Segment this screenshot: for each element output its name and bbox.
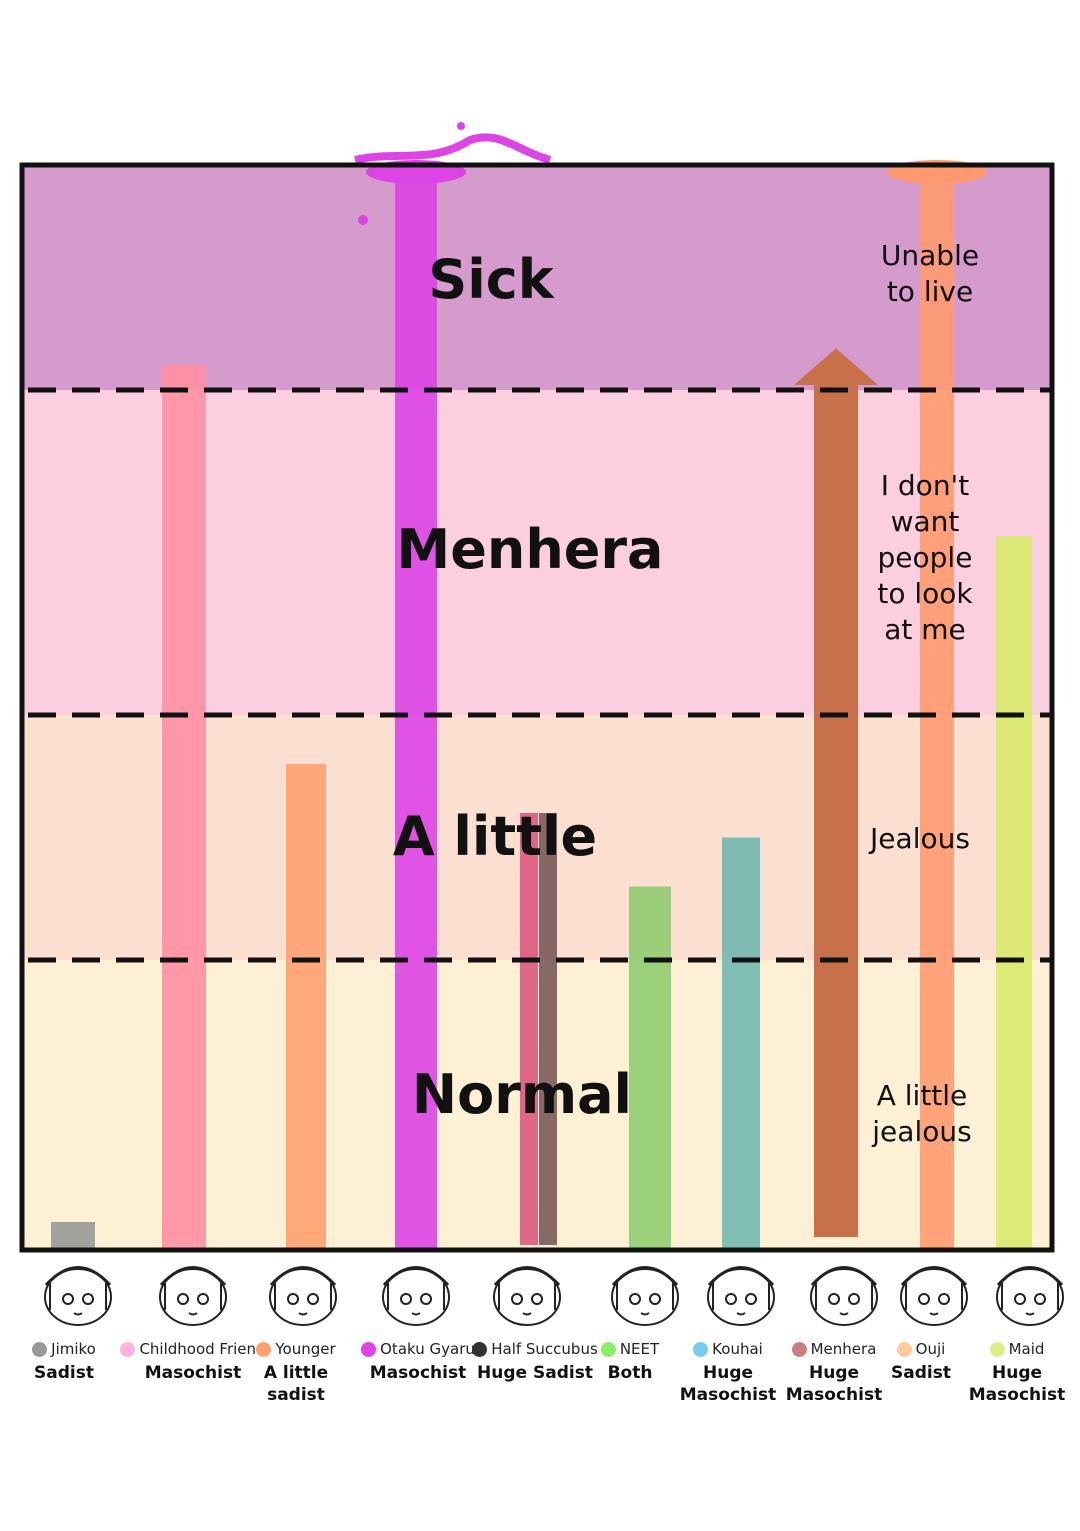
legend-dot-icon — [600, 1341, 616, 1357]
band-sick — [22, 165, 1052, 390]
character-face-6 — [701, 1255, 781, 1330]
character-face-8 — [894, 1255, 974, 1330]
legend-name: Otaku Gyaru — [358, 1340, 478, 1358]
legend-item-4: Half Succubus Huge Sadist — [472, 1340, 598, 1384]
bar-1 — [162, 365, 206, 1248]
legend-item-5: NEET Both — [570, 1340, 690, 1384]
character-face-9 — [990, 1255, 1070, 1330]
legend-item-8: Ouji Sadist — [861, 1340, 981, 1384]
legend-dot-icon — [32, 1341, 48, 1357]
legend-type: A little sadist — [263, 1363, 329, 1405]
legend-name-text: Maid — [1008, 1340, 1045, 1358]
legend-name-text: Ouji — [915, 1340, 946, 1358]
legend-name: NEET — [570, 1340, 690, 1358]
character-faces — [0, 1255, 1080, 1335]
legend-type: Huge Masochist — [785, 1363, 883, 1405]
chart-frame — [19, 162, 1055, 1253]
side-label-a_little: Jealous — [868, 822, 970, 855]
bar-0 — [51, 1222, 95, 1250]
legend-name: Childhood Friend — [120, 1340, 266, 1358]
legend-type: Both — [607, 1363, 653, 1383]
bar-7-arrowhead — [794, 348, 878, 385]
character-bars — [51, 122, 1032, 1250]
legend-dot-icon — [361, 1341, 377, 1357]
bar-9 — [996, 536, 1032, 1248]
side-label-normal: A little jealous — [871, 1079, 971, 1148]
legend-name: Menhera — [774, 1340, 894, 1358]
side-label-sick: Unable to live — [881, 239, 979, 308]
legend-dot-icon — [472, 1341, 488, 1357]
character-face-4 — [487, 1255, 567, 1330]
legend-item-3: Otaku Gyaru Masochist — [358, 1340, 478, 1384]
legend-dot-icon — [120, 1341, 136, 1357]
bar-3 — [395, 165, 437, 1248]
legend-name: Kouhai — [668, 1340, 788, 1358]
legend-type: Sadist — [891, 1363, 951, 1383]
bar-2 — [286, 764, 326, 1248]
bar-4-b — [539, 813, 557, 1245]
legend-type: Masochist — [369, 1363, 467, 1383]
legend-type: Sadist — [34, 1363, 94, 1383]
legend-name: Jimiko — [4, 1340, 124, 1358]
legend-name-text: Half Succubus — [491, 1340, 598, 1358]
splash-drop — [457, 122, 465, 130]
character-face-2 — [263, 1255, 343, 1330]
level-label-a_little: A little — [393, 805, 597, 868]
legend-type: Masochist — [144, 1363, 242, 1383]
side-label-menhera: I don't want people to look at me — [877, 469, 973, 646]
character-face-1 — [153, 1255, 233, 1330]
legend-type: Huge Sadist — [477, 1363, 593, 1383]
legend-name: Younger — [236, 1340, 356, 1358]
legend-item-9: Maid Huge Masochist — [957, 1340, 1077, 1406]
legend-dot-icon — [896, 1341, 912, 1357]
character-face-5 — [605, 1255, 685, 1330]
level-label-normal: Normal — [412, 1063, 632, 1126]
level-label-sick: Sick — [428, 248, 554, 311]
legend-name: Half Succubus — [472, 1340, 598, 1358]
legend: Jimiko Sadist Childhood Friend Masochist You… — [0, 1340, 1080, 1440]
legend-name-text: Menhera — [810, 1340, 877, 1358]
level-label-menhera: Menhera — [397, 518, 664, 581]
bar-4 — [520, 813, 538, 1245]
legend-item-2: Younger A little sadist — [236, 1340, 356, 1406]
legend-name-text: Otaku Gyaru — [380, 1340, 475, 1358]
character-face-0 — [38, 1255, 118, 1330]
legend-dot-icon — [989, 1341, 1005, 1357]
legend-item-0: Jimiko Sadist — [4, 1340, 124, 1384]
character-face-3 — [376, 1255, 456, 1330]
legend-name: Ouji — [861, 1340, 981, 1358]
splash-stroke — [354, 133, 552, 164]
legend-name: Maid — [957, 1340, 1077, 1358]
legend-item-6: Kouhai Huge Masochist — [668, 1340, 788, 1406]
bar-8 — [920, 165, 954, 1248]
chart-svg: Normal A little jealous A little Jealous Menh… — [19, 122, 1055, 1253]
bar-6 — [722, 837, 760, 1248]
legend-name-text: Jimiko — [51, 1340, 96, 1358]
legend-type: Huge Masochist — [679, 1363, 777, 1405]
bar-5 — [629, 886, 671, 1248]
splash-drop — [358, 215, 368, 225]
legend-dot-icon — [791, 1341, 807, 1357]
legend-type: Huge Masochist — [968, 1363, 1066, 1405]
legend-dot-icon — [256, 1341, 272, 1357]
bar-7 — [814, 385, 858, 1237]
legend-item-1: Childhood Friend Masochist — [120, 1340, 266, 1384]
legend-name-text: Kouhai — [712, 1340, 763, 1358]
legend-item-7: Menhera Huge Masochist — [774, 1340, 894, 1406]
legend-name-text: Childhood Friend — [139, 1340, 266, 1358]
legend-dot-icon — [693, 1341, 709, 1357]
character-face-7 — [804, 1255, 884, 1330]
legend-name-text: Younger — [275, 1340, 336, 1358]
level-labels: Normal A little jealous A little Jealous Menh… — [393, 239, 979, 1148]
legend-name-text: NEET — [619, 1340, 660, 1358]
level-dividers — [28, 387, 1050, 963]
